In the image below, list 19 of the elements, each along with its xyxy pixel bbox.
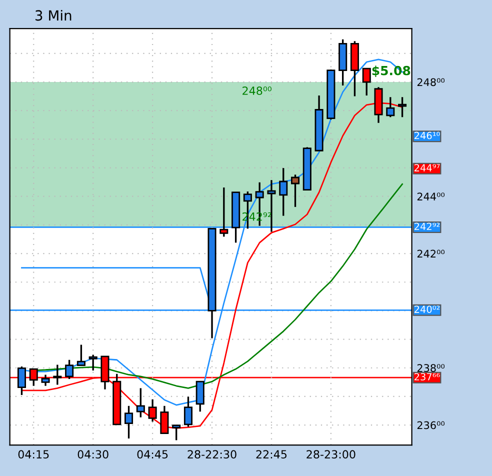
y-tick-label: 244⁰⁰ (417, 192, 445, 200)
x-tick-label: 04:45 (137, 450, 168, 459)
annotation: 244⁹⁷ (414, 164, 440, 172)
chart-title: 3 Min (36, 10, 72, 21)
ref-line-label: 237⁶⁶ (414, 373, 440, 380)
ref-line-label: 240⁰² (414, 306, 440, 313)
annotation: $5.08 (372, 66, 410, 77)
x-tick-label: 28-23:00 (306, 450, 356, 459)
y-tick-label: 238⁰⁰ (417, 364, 445, 372)
ref-line-label: 242⁹² (414, 222, 440, 230)
y-tick-label: 248⁰⁰ (417, 78, 445, 86)
x-tick-label: 28-22:30 (188, 450, 236, 459)
annotation: 246¹⁰ (414, 132, 440, 140)
band-label: 248⁰⁰ (242, 86, 272, 95)
y-tick-label: 236⁰⁰ (417, 421, 445, 430)
y-tick-label: 242⁰⁰ (417, 250, 445, 258)
x-tick-label: 22:45 (256, 450, 287, 459)
x-tick-label: 04:30 (78, 450, 108, 459)
x-tick-label: 04:15 (18, 450, 49, 459)
